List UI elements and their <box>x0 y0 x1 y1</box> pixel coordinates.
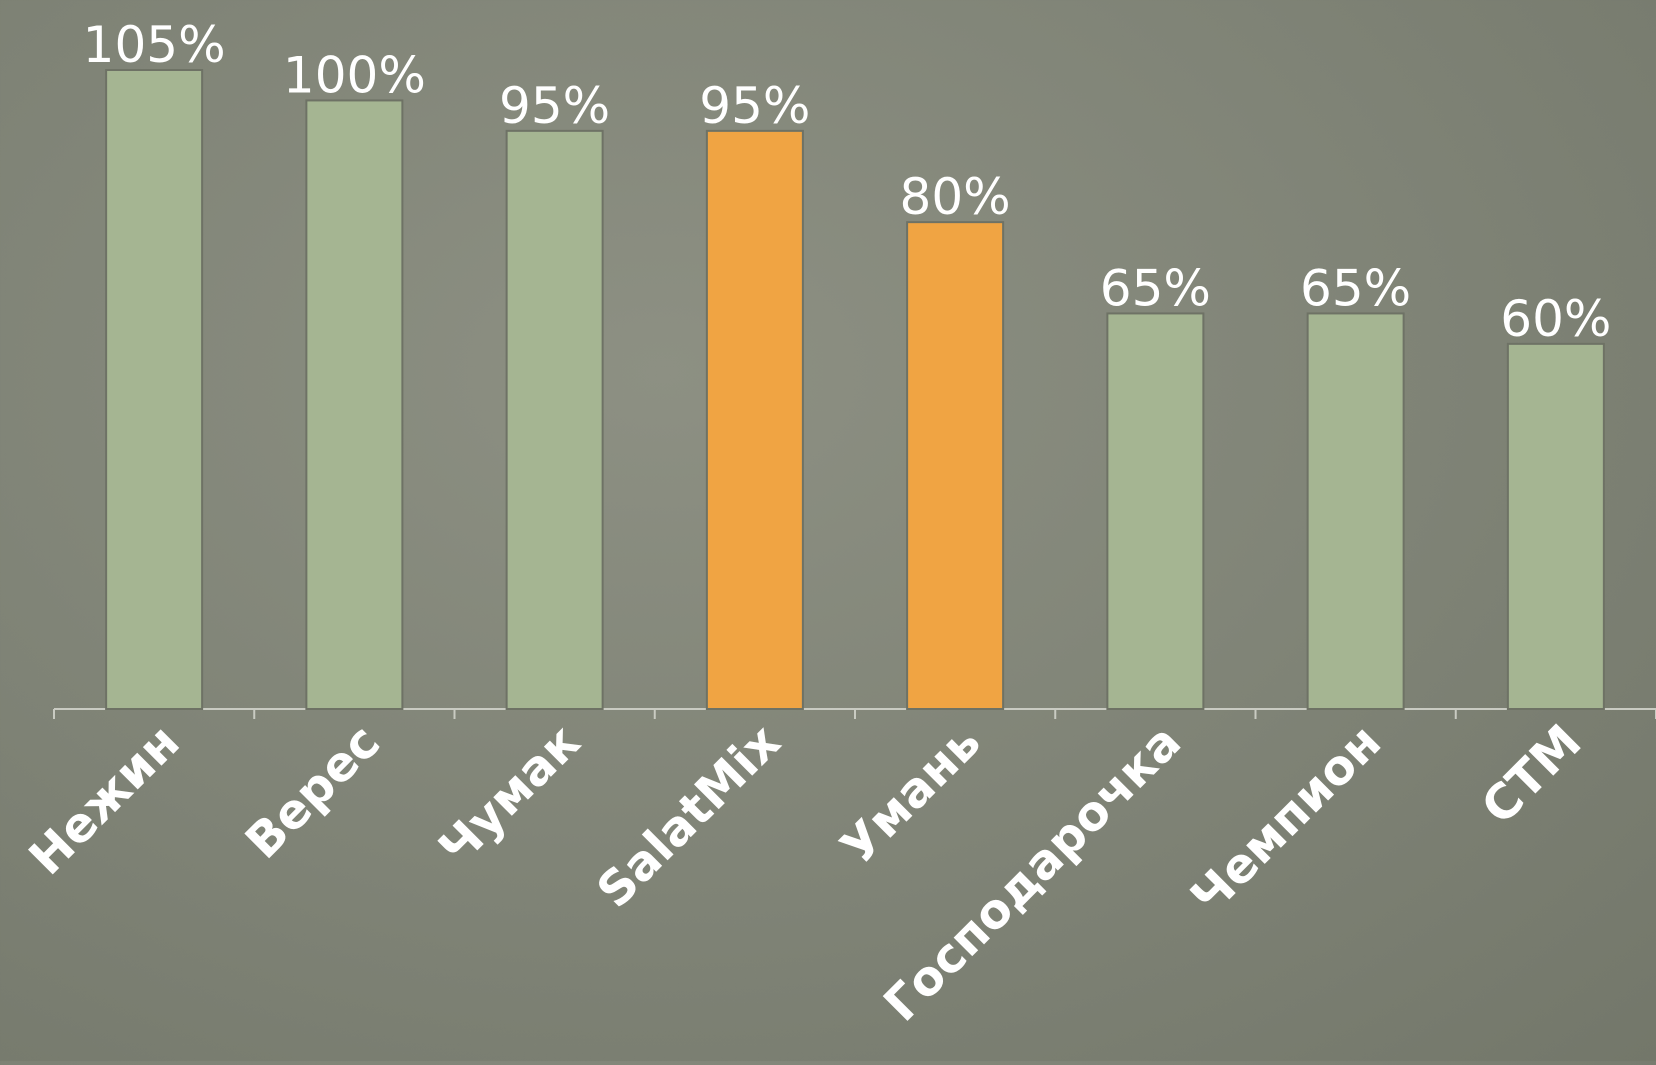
data-label: 95% <box>699 77 810 135</box>
bar <box>305 99 404 710</box>
category-tick-label: Чемпион <box>1180 714 1392 926</box>
bar <box>1506 342 1605 710</box>
bar <box>906 221 1005 710</box>
category-tick-label: SalatMix <box>586 714 791 919</box>
bar <box>1106 312 1205 710</box>
bar <box>505 129 604 711</box>
data-label: 60% <box>1500 290 1611 348</box>
category-tick-label: СТМ <box>1471 714 1592 835</box>
category-tick-label: Умань <box>830 714 991 875</box>
category-tick-label: Верес <box>235 714 391 870</box>
bar <box>705 129 804 711</box>
data-label: 95% <box>499 77 610 135</box>
category-tick-label: Чумак <box>428 714 591 877</box>
category-tick-label: Нежин <box>19 714 191 886</box>
x-axis-ticks <box>53 709 1656 719</box>
data-label: 100% <box>283 46 426 104</box>
bar <box>105 69 204 710</box>
value-labels: 105% 100% 95% 95% 80% 65% 65% 60% <box>83 16 1612 348</box>
data-label: 80% <box>900 168 1011 226</box>
data-label: 105% <box>83 16 226 74</box>
data-label: 65% <box>1300 259 1411 317</box>
bars <box>105 69 1605 711</box>
data-label: 65% <box>1100 259 1211 317</box>
bar <box>1306 312 1405 710</box>
